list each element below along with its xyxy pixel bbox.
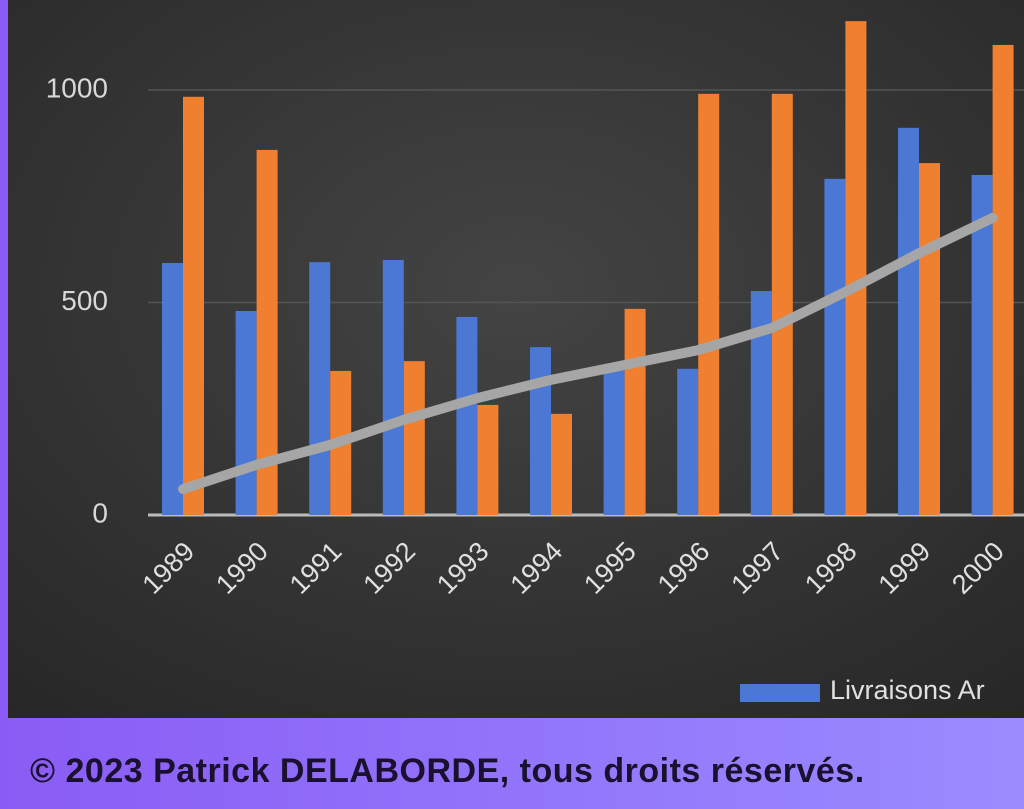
bar <box>845 21 867 516</box>
copyright: © 2023 Patrick DELABORDE, tous droits ré… <box>30 752 865 790</box>
bar <box>971 175 993 515</box>
bar <box>382 260 404 515</box>
bar <box>162 262 183 515</box>
legend-label: Livraisons Ar <box>830 675 985 705</box>
bar <box>898 127 919 515</box>
trend-line <box>178 212 998 495</box>
bar <box>992 44 1014 515</box>
bar <box>624 308 646 515</box>
bar <box>750 291 772 515</box>
chart-background <box>8 0 1024 718</box>
y-tick-label: 0 <box>92 497 108 528</box>
bar <box>456 316 478 515</box>
bar <box>603 370 625 515</box>
bar <box>698 93 720 515</box>
bar <box>530 347 551 515</box>
bar <box>235 311 257 515</box>
y-tick-label: 1000 <box>46 72 108 103</box>
bar <box>403 361 425 515</box>
bar <box>824 178 846 515</box>
bar <box>256 149 278 516</box>
y-tick-label: 500 <box>61 285 108 316</box>
bar <box>771 93 793 515</box>
bar <box>183 96 204 516</box>
bar <box>919 163 940 515</box>
bar <box>677 368 699 515</box>
bar <box>309 262 331 515</box>
bar <box>551 413 572 515</box>
legend-swatch <box>740 684 820 702</box>
bar <box>477 404 499 515</box>
